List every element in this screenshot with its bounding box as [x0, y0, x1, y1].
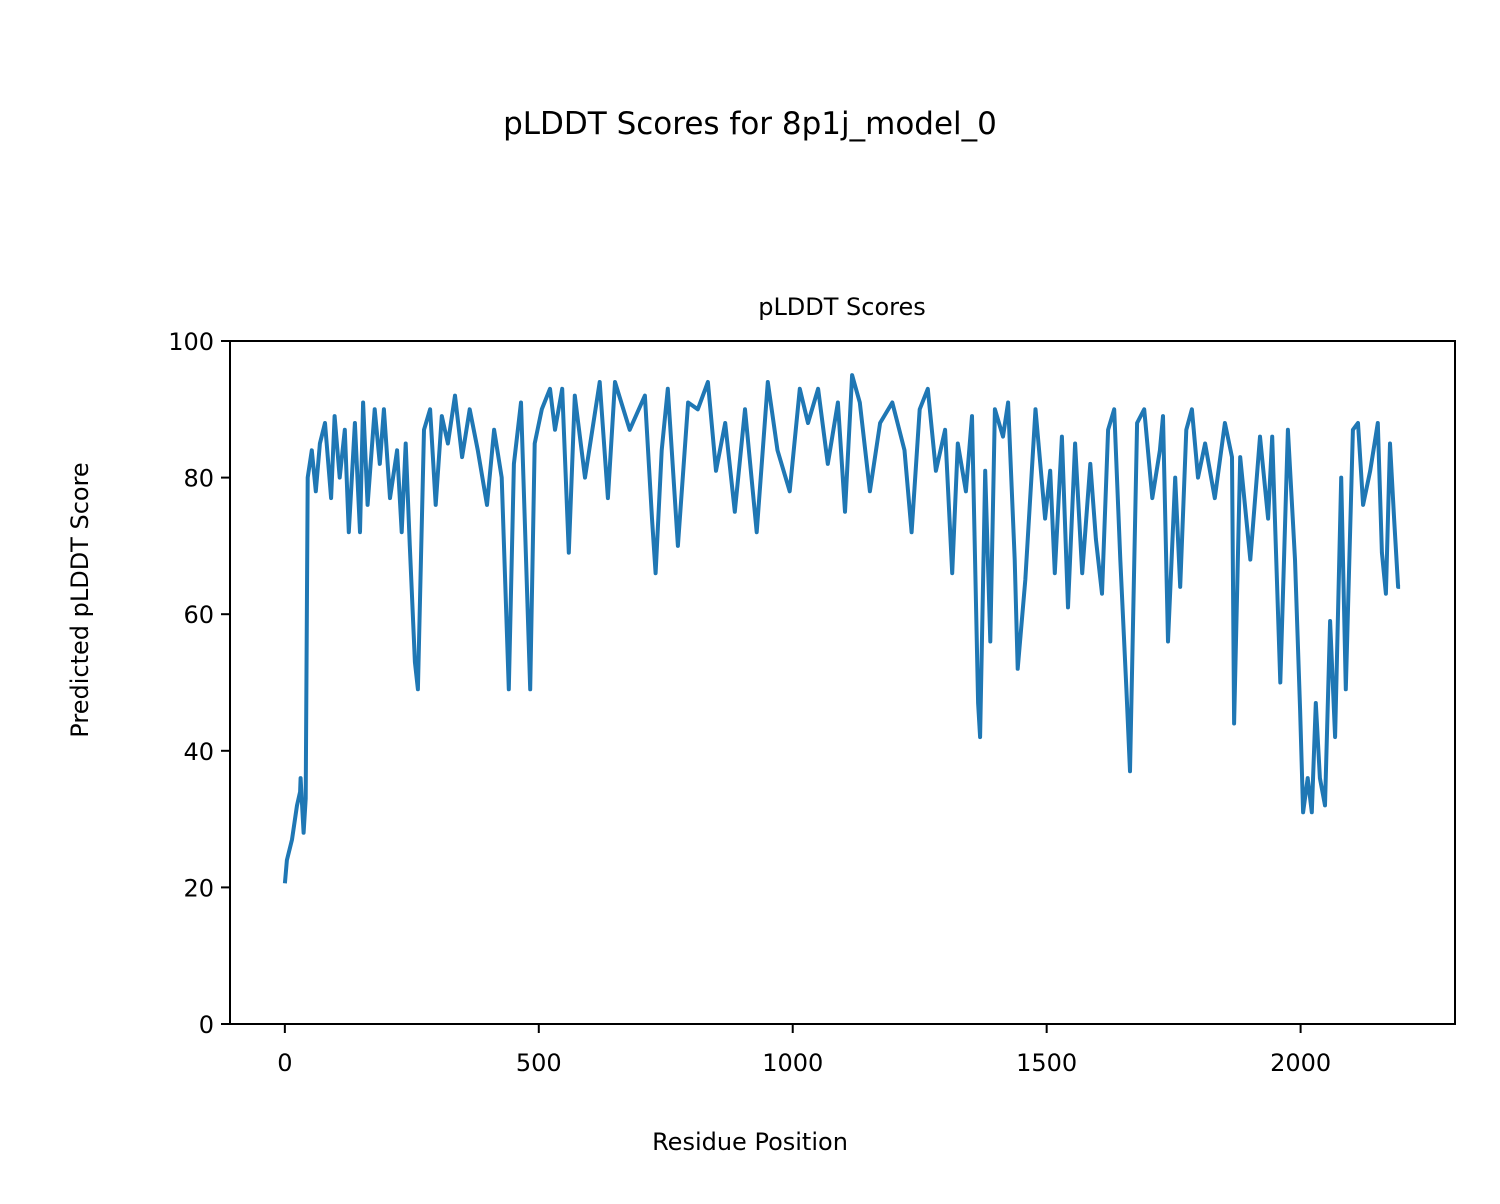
series-line-plddt	[282, 373, 1401, 884]
y-tick-label: 100	[168, 328, 214, 356]
x-tick-label: 0	[277, 1049, 292, 1077]
y-tick-label: 80	[183, 465, 214, 493]
axes-title: pLDDT Scores	[758, 293, 926, 321]
x-tick-label: 1500	[1016, 1049, 1077, 1077]
y-tick-label: 40	[183, 738, 214, 766]
y-tick-label: 20	[183, 874, 214, 902]
x-axis: 0 500 1000 1500 2000	[277, 1024, 1331, 1077]
x-axis-label: Residue Position	[652, 1128, 848, 1156]
plot-area	[282, 373, 1401, 884]
x-tick-label: 500	[516, 1049, 562, 1077]
y-axis: 0 20 40 60 80 100	[168, 328, 230, 1039]
x-tick-label: 2000	[1270, 1049, 1331, 1077]
figure-title: pLDDT Scores for 8p1j_model_0	[503, 106, 997, 142]
y-axis-label: Predicted pLDDT Score	[66, 462, 94, 737]
y-tick-label: 60	[183, 601, 214, 629]
axes-frame	[229, 340, 1456, 1025]
x-tick-label: 1000	[762, 1049, 823, 1077]
y-tick-label: 0	[199, 1011, 214, 1039]
